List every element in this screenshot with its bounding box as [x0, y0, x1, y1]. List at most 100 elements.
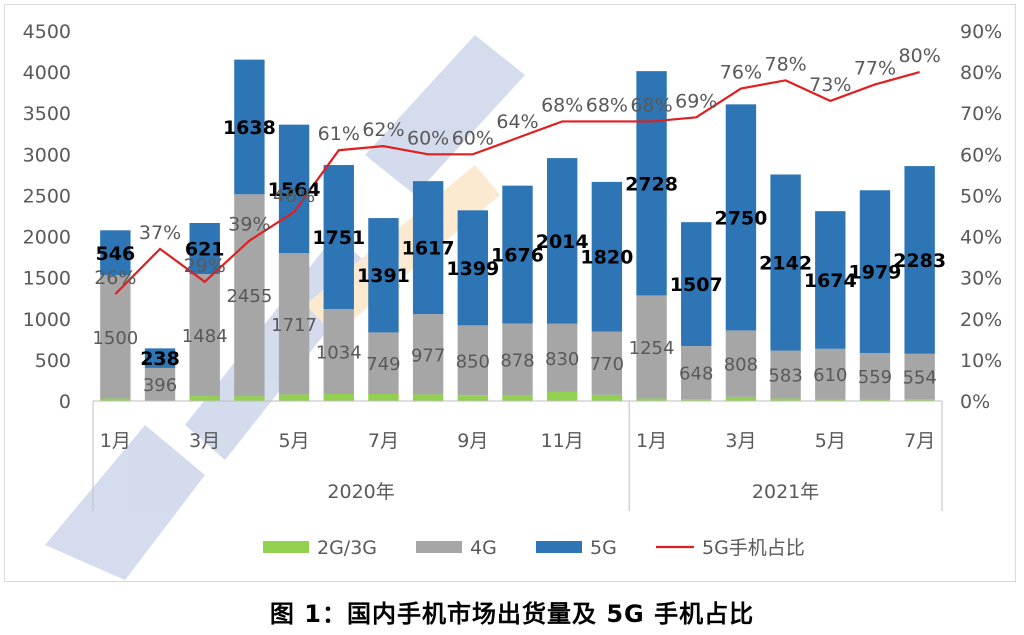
figure-caption: 图 1：国内手机市场出货量及 5G 手机占比 — [269, 600, 755, 628]
bar-5g-2020-3 — [189, 222, 220, 275]
bar-2g3g-2021-7 — [904, 399, 935, 401]
legend-label: 4G — [470, 537, 497, 559]
bar-4g-2020-5 — [278, 253, 310, 395]
bar-2g3g-2021-3 — [725, 396, 757, 401]
label-4g: 648 — [679, 364, 713, 385]
label-5g-share: 62% — [362, 119, 404, 141]
label-4g: 1484 — [182, 326, 228, 347]
x-tick-label: 5月 — [815, 430, 846, 452]
x-tick-label: 7月 — [904, 430, 935, 452]
y-left-tick-label: 1000 — [23, 309, 71, 331]
label-5g: 2283 — [893, 250, 946, 272]
label-5g: 1674 — [804, 270, 857, 292]
label-4g: 1717 — [271, 315, 317, 336]
bar-5g-2021-2 — [681, 222, 712, 347]
bar-4g-2020-4 — [234, 194, 265, 397]
label-5g-share: 60% — [407, 127, 449, 149]
label-5g-share: 76% — [720, 62, 762, 84]
label-4g: 850 — [456, 351, 490, 372]
y-right-tick-label: 20% — [960, 309, 1002, 331]
label-4g: 554 — [902, 368, 936, 389]
bar-2g3g-2021-1 — [636, 398, 667, 401]
y-right-tick-label: 30% — [960, 268, 1002, 290]
label-5g-share: 64% — [496, 111, 538, 133]
bar-2g3g-2020-4 — [234, 396, 265, 401]
label-5g: 2014 — [536, 231, 589, 253]
y-left-tick-label: 4500 — [23, 21, 71, 43]
bar-2g3g-2021-4 — [770, 398, 801, 401]
label-5g: 1676 — [491, 245, 544, 267]
bar-5g-2020-2 — [144, 348, 176, 368]
bar-5g-2020-8 — [412, 181, 444, 315]
bar-5g-2020-7 — [368, 218, 399, 333]
legend: 2G/3G 4G 5G 5G手机占比 — [263, 537, 805, 559]
label-4g: 559 — [858, 367, 892, 388]
y-right-tick-label: 50% — [960, 185, 1002, 207]
label-5g: 1391 — [357, 265, 410, 287]
label-5g-share: 60% — [452, 127, 494, 149]
label-5g: 2750 — [714, 207, 767, 229]
bar-2g3g-2020-8 — [412, 394, 444, 401]
bar-2g3g-2020-1 — [100, 398, 131, 401]
label-5g: 1507 — [670, 274, 723, 296]
label-5g-share: 77% — [854, 57, 896, 79]
label-5g: 1399 — [446, 258, 499, 280]
bar-4g-2021-7 — [904, 353, 935, 400]
bar-2g3g-2020-7 — [368, 394, 399, 401]
label-5g-share: 39% — [228, 214, 270, 236]
x-tick-label: 3月 — [725, 430, 756, 452]
bar-4g-2020-1 — [100, 275, 131, 399]
label-5g-share: 73% — [809, 74, 851, 96]
bars-layer — [100, 59, 935, 401]
y-left-tick-label: 3500 — [23, 103, 71, 125]
chart-frame: 0 500 1000 1500 2000 2500 3000 3500 4000 4500 0% 1… — [4, 4, 1016, 582]
x-tick-label: 11月 — [541, 430, 584, 452]
bar-4g-2020-8 — [412, 314, 444, 395]
bar-4g-2020-12 — [591, 331, 623, 395]
bar-5g-2020-1 — [100, 230, 131, 276]
bar-5g-2021-4 — [770, 174, 801, 351]
label-4g: 808 — [724, 355, 758, 376]
bar-2g3g-2020-6 — [323, 394, 354, 401]
label-5g-share: 68% — [541, 94, 583, 116]
line-layer — [114, 71, 920, 295]
label-5g-share: 61% — [318, 123, 360, 145]
label-5g: 1617 — [402, 238, 455, 260]
bar-2g3g-2021-5 — [815, 398, 846, 401]
label-4g: 1500 — [92, 328, 138, 349]
bar-2g3g-2020-9 — [457, 395, 489, 401]
y-left-tick-label: 500 — [35, 350, 71, 372]
y-right-tick-label: 10% — [960, 350, 1002, 372]
y-left-tick-label: 2500 — [23, 185, 71, 207]
legend-label: 2G/3G — [317, 537, 377, 559]
bar-5g-2021-1 — [636, 71, 667, 296]
bar-4g-2021-2 — [681, 346, 712, 400]
x-tick-label: 7月 — [368, 430, 399, 452]
x-tick-label: 1月 — [100, 430, 131, 452]
y-right-axis: 0% 10% 20% 30% 40% 50% 60% 70% 80% 90% — [960, 21, 1002, 413]
label-5g-share: 68% — [630, 94, 672, 116]
bar-5g-2020-6 — [323, 165, 354, 309]
label-5g: 621 — [185, 239, 225, 261]
label-5g-share: 68% — [586, 94, 628, 116]
bar-2g3g-2020-3 — [189, 396, 220, 401]
label-5g-share: 78% — [764, 53, 806, 75]
label-5g: 1638 — [223, 117, 276, 139]
bar-4g-2020-11 — [546, 323, 578, 392]
y-right-tick-label: 80% — [960, 62, 1002, 84]
label-5g: 1820 — [580, 247, 633, 269]
y-left-tick-label: 4000 — [23, 62, 71, 84]
line-5g-share — [114, 71, 920, 295]
label-5g: 2142 — [759, 253, 812, 275]
bar-5g-2020-10 — [502, 185, 533, 324]
label-4g: 878 — [500, 351, 534, 372]
label-5g: 238 — [140, 348, 180, 370]
label-5g-share: 80% — [899, 45, 941, 67]
x-year-label: 2021年 — [752, 481, 819, 503]
bar-2g3g-2020-10 — [502, 395, 533, 401]
bar-4g-2021-3 — [725, 330, 757, 397]
bar-2g3g-2021-2 — [681, 399, 712, 401]
y-left-axis: 0 500 1000 1500 2000 2500 3000 3500 4000 4500 — [23, 21, 71, 413]
legend-swatch — [416, 541, 462, 553]
label-5g: 546 — [96, 243, 136, 265]
